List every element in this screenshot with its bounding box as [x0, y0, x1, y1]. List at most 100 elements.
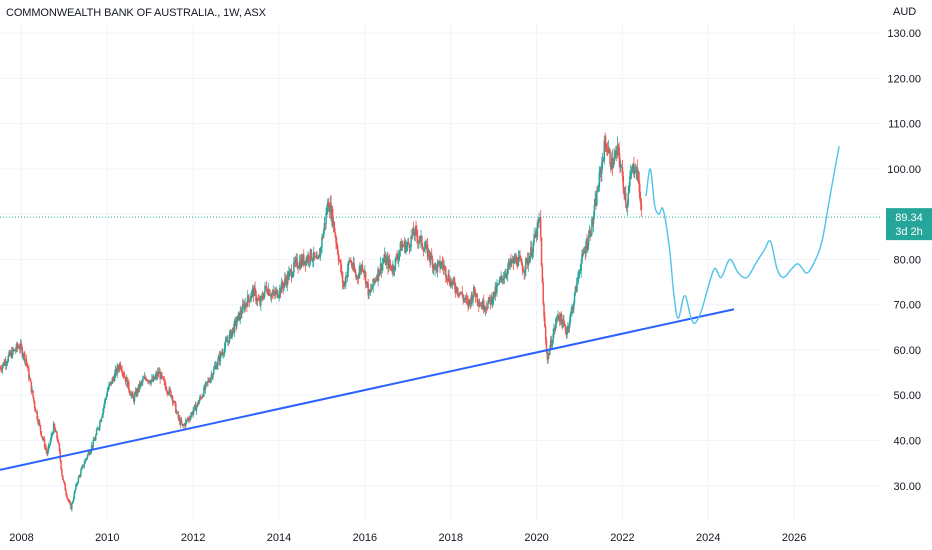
y-tick-label: 30.00 [893, 481, 921, 493]
candle-body [587, 244, 589, 249]
candle-body [203, 386, 205, 397]
candle-body [112, 378, 114, 380]
candle-body [600, 169, 602, 174]
candle-body [455, 287, 458, 293]
candle-body [222, 353, 225, 355]
candle-body [383, 254, 386, 261]
candle-body [43, 439, 46, 448]
candle-body [630, 172, 633, 174]
candle-body [443, 266, 445, 269]
candle-body [488, 297, 491, 300]
candle-body [94, 439, 96, 441]
trendline[interactable] [0, 308, 735, 471]
y-tick-label: 110.00 [888, 119, 921, 131]
grid-lines [0, 24, 880, 522]
candle-body [620, 167, 622, 168]
candle-body [355, 276, 358, 278]
candle-body [189, 415, 192, 420]
candle-body [546, 352, 549, 360]
candle-body [265, 286, 268, 292]
candle-body [582, 252, 585, 254]
candle-body [465, 297, 468, 300]
candle-body [164, 381, 166, 387]
candle-body [297, 267, 299, 269]
candle-body [623, 187, 625, 196]
candle-body [584, 251, 587, 254]
candle-body [356, 276, 359, 278]
candle-body [512, 258, 515, 264]
candle-body [525, 258, 528, 260]
candle-body [213, 368, 215, 374]
candle-body [122, 373, 124, 375]
x-tick-label: 2024 [696, 532, 720, 544]
candle-body [225, 340, 227, 342]
candle-body [68, 501, 71, 503]
x-tick-label: 2022 [610, 532, 634, 544]
candle-body [200, 397, 203, 399]
candle-body [74, 489, 76, 493]
candle-body [438, 260, 440, 262]
candle-body [65, 490, 67, 495]
candle-body [493, 291, 496, 297]
candle-body [237, 312, 240, 316]
candle-body [573, 293, 576, 304]
candle-body [115, 369, 118, 374]
candle-body [405, 246, 407, 253]
candle-body [556, 316, 558, 318]
candle-body [385, 259, 388, 265]
candle-body [544, 326, 547, 340]
candle-body [529, 256, 531, 263]
candle-body [199, 397, 201, 402]
candle-body [344, 281, 346, 284]
candle-body [448, 274, 450, 283]
x-tick-label: 2012 [181, 532, 205, 544]
candle-body [194, 404, 196, 407]
candle-body [563, 323, 566, 326]
projection-line[interactable] [645, 146, 840, 325]
candle-body [274, 291, 277, 295]
candle-body [336, 245, 339, 254]
candle-body [634, 171, 636, 174]
candle-body [302, 255, 304, 264]
candle-body [291, 275, 293, 278]
candle-body [411, 235, 413, 237]
candle-body [16, 344, 19, 348]
candle-body [495, 286, 497, 293]
candle-body [205, 382, 208, 384]
candle-body [577, 273, 580, 278]
candle-body [416, 229, 418, 237]
candle-body [555, 317, 558, 324]
candle-body [5, 361, 7, 365]
candle-body [527, 259, 530, 265]
candle-body [478, 304, 481, 306]
candle-body [480, 305, 483, 307]
candle-body [468, 299, 471, 301]
candle-body [129, 393, 132, 396]
candle-body [328, 206, 331, 212]
candle-body [128, 381, 130, 390]
candle-body [246, 295, 249, 307]
candle-body [539, 217, 541, 219]
candle-body [388, 259, 391, 265]
candle-body [533, 234, 535, 243]
candle-body [142, 378, 145, 380]
candle-body [67, 499, 70, 502]
candle-body [228, 334, 231, 343]
y-tick-label: 120.00 [887, 73, 921, 85]
candle-body [521, 265, 524, 272]
candle-body [505, 274, 507, 276]
candle-body [446, 278, 449, 280]
candle-body [530, 247, 533, 257]
candle-body [161, 376, 164, 378]
candle-body [426, 244, 428, 245]
candle-body [330, 202, 332, 219]
candle-body [492, 291, 495, 301]
candlestick-series[interactable] [0, 132, 643, 512]
candle-body [617, 144, 620, 147]
candle-body [294, 259, 297, 264]
x-tick-label: 2026 [782, 532, 806, 544]
candle-body [159, 371, 161, 379]
candle-body [377, 268, 379, 281]
candle-body [588, 230, 591, 236]
